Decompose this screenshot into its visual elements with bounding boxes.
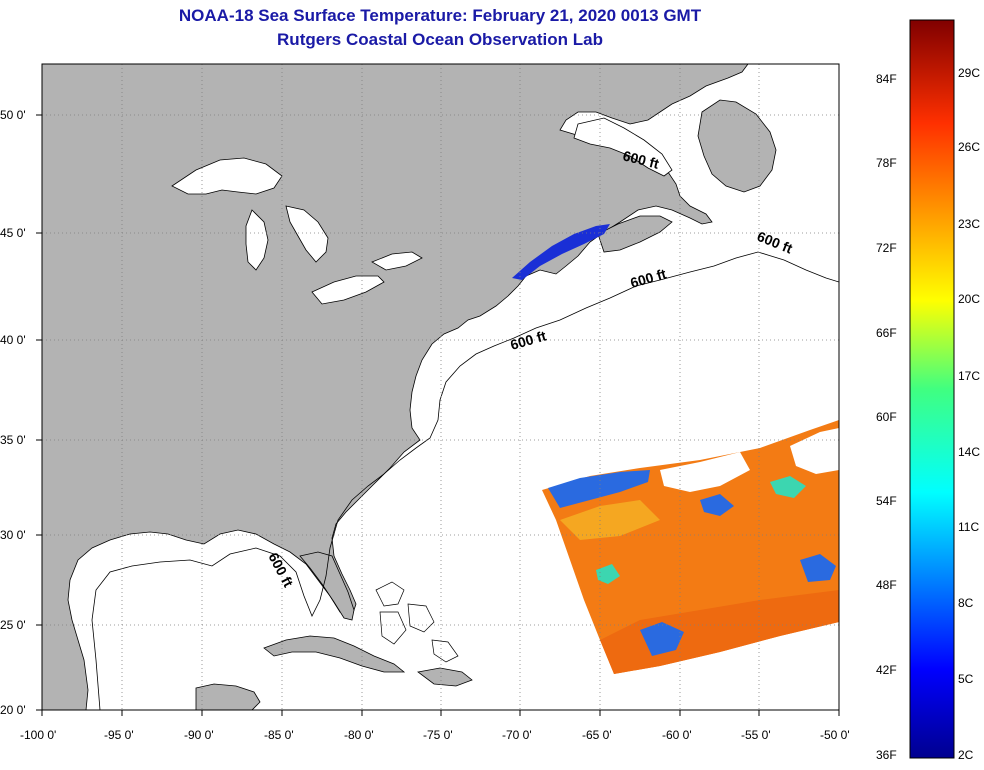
colorbar-f-label: 36F [876,748,897,762]
colorbar-f-label: 78F [876,156,897,170]
colorbar-c-label: 11C [958,520,980,534]
lon-label: -60 0' [662,728,692,742]
land-florida [299,551,355,621]
gulf-of-maine-cold-water [512,224,610,280]
lon-label: -100 0' [20,728,57,742]
bahamas [375,581,459,663]
colorbar-f-label: 48F [876,578,897,592]
colorbar-c-label: 26C [958,140,981,154]
lon-label: -75 0' [423,728,453,742]
lon-label: -50 0' [820,728,850,742]
map-subtitle: Rutgers Coastal Ocean Observation Lab [277,30,603,49]
lon-label: -95 0' [104,728,134,742]
lon-label: -90 0' [184,728,214,742]
colorbar-c-label: 2C [958,748,974,762]
colorbar-f-label: 54F [876,494,897,508]
colorbar [909,19,955,759]
axis-ticks [36,114,840,716]
colorbar-f-label: 60F [876,410,897,424]
sst-swath [542,420,839,674]
land-newfoundland [697,99,777,193]
lon-label: -55 0' [741,728,771,742]
colorbar-f-label: 66F [876,326,897,340]
lon-label: -65 0' [582,728,612,742]
colorbar-c-label: 5C [958,672,974,686]
colorbar-f-label: 84F [876,72,897,86]
lon-label: -85 0' [264,728,294,742]
land-yucatan [195,683,261,710]
colorbar-c-label: 8C [958,596,974,610]
lon-label: -70 0' [502,728,532,742]
colorbar-c-label: 14C [958,445,981,459]
shelf-contour [91,251,839,710]
lat-label: 45 0' [0,226,26,240]
colorbar-c-label: 23C [958,217,981,231]
great-lakes [171,157,423,305]
colorbar-f-label: 72F [876,241,897,255]
land-nova-scotia [597,215,673,253]
lat-label: 40 0' [0,333,26,347]
land-cuba [263,635,406,673]
colorbar-f-label: 42F [876,663,897,677]
lon-label: -80 0' [344,728,374,742]
gulf-st-lawrence [573,117,673,177]
colorbar-c-label: 17C [958,369,981,383]
colorbar-c-label: 29C [958,66,981,80]
land-hispaniola [417,667,473,687]
lat-label: 30 0' [0,528,26,542]
map-title: NOAA-18 Sea Surface Temperature: Februar… [178,6,702,25]
graticule [42,64,839,710]
colorbar-c-label: 20C [958,292,981,306]
lat-label: 50 0' [0,108,26,122]
lat-label: 35 0' [0,433,26,447]
lat-label: 25 0' [0,618,26,632]
lat-label: 20 0' [0,703,26,717]
